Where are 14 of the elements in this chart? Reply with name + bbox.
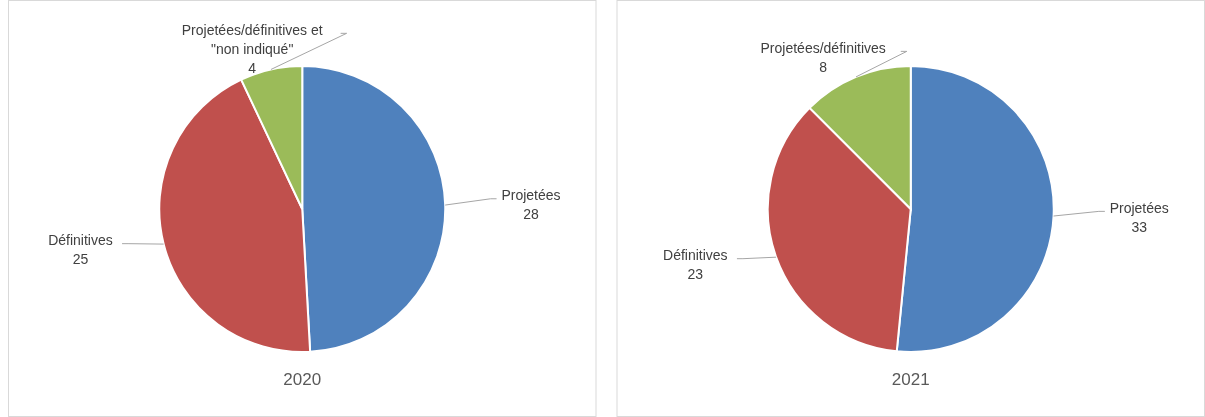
slice-label: Projetées/définitives (760, 40, 886, 57)
data-label: 33 (1131, 219, 1148, 236)
data-label: 8 (819, 59, 828, 76)
data-label: 25 (72, 251, 89, 268)
slice-label: Définitives (663, 247, 728, 264)
text: 2020 (283, 370, 322, 389)
data-label: 23 (687, 266, 704, 283)
data-label: 28 (523, 206, 539, 223)
slice-label: Projetées (1109, 200, 1169, 217)
text: 2021 (891, 370, 930, 389)
slice-label: Définitives (48, 232, 113, 249)
slice-label: Projetées/définitives et "non indiqué" (181, 22, 323, 58)
data-label: 4 (248, 60, 257, 77)
slice-label: Projetées (501, 187, 561, 204)
